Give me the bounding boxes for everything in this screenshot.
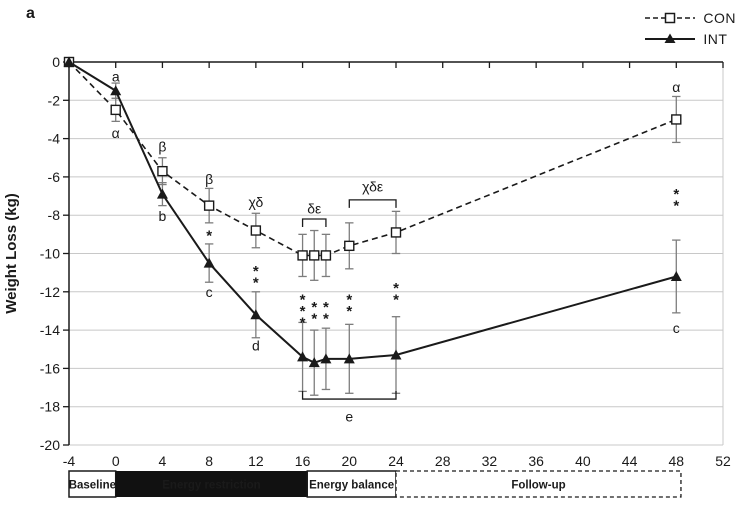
- svg-text:44: 44: [622, 453, 638, 469]
- significance-brackets: [301, 199, 397, 400]
- svg-text:*: *: [300, 292, 306, 309]
- svg-text:Follow-up: Follow-up: [511, 480, 565, 492]
- svg-text:-2: -2: [48, 92, 61, 108]
- svg-text:8: 8: [205, 453, 213, 469]
- svg-text:-14: -14: [40, 322, 60, 338]
- svg-text:*: *: [673, 186, 679, 203]
- gridlines: [69, 62, 724, 446]
- solid-line-filled-triangle-icon: [645, 33, 696, 43]
- svg-text:β: β: [205, 171, 213, 187]
- svg-text:*: *: [311, 311, 317, 328]
- legend-item-con: CON: [644, 10, 736, 26]
- svg-text:-16: -16: [40, 360, 60, 376]
- svg-text:28: 28: [435, 453, 451, 469]
- svg-text:-10: -10: [40, 246, 60, 262]
- markers-int: [63, 56, 682, 368]
- svg-text:52: 52: [715, 453, 731, 469]
- svg-text:0: 0: [52, 54, 60, 70]
- svg-text:16: 16: [295, 453, 311, 469]
- svg-text:-8: -8: [48, 207, 61, 223]
- y-axis-title: Weight Loss (kg): [3, 193, 20, 314]
- svg-text:d: d: [252, 337, 260, 353]
- svg-text:40: 40: [575, 453, 591, 469]
- svg-text:c: c: [673, 320, 680, 336]
- svg-text:-12: -12: [40, 284, 60, 300]
- legend-label-con: CON: [703, 10, 736, 26]
- svg-text:36: 36: [528, 453, 544, 469]
- svg-text:*: *: [300, 315, 306, 332]
- error-bars-con: [111, 95, 681, 281]
- svg-text:*: *: [253, 274, 259, 291]
- svg-text:χδ: χδ: [248, 194, 263, 210]
- svg-text:*: *: [253, 263, 259, 280]
- svg-text:Baseline: Baseline: [69, 480, 116, 492]
- svg-text:δε: δε: [307, 200, 321, 216]
- svg-text:-18: -18: [40, 399, 60, 415]
- svg-text:a: a: [112, 68, 120, 84]
- svg-text:α: α: [112, 125, 120, 141]
- dashed-line-open-square-icon: [645, 12, 696, 24]
- svg-text:α: α: [672, 79, 680, 95]
- svg-text:-4: -4: [63, 453, 76, 469]
- svg-text:β: β: [158, 138, 166, 154]
- y-axis: 0 -2 -4 -6 -8 -10 -12 -14 -16 -18 -20 Weight Loss (…: [3, 54, 70, 453]
- svg-text:Energy restriction: Energy restriction: [162, 480, 260, 492]
- legend-label-int: INT: [703, 31, 728, 47]
- x-axis: -4 0 4 8 12 16 20 24 28 32 36 40 44 48 52: [63, 61, 731, 469]
- svg-text:Energy balance: Energy balance: [309, 480, 394, 492]
- svg-text:*: *: [393, 292, 399, 309]
- svg-text:*: *: [323, 311, 329, 328]
- phase-bar: Baseline Energy restriction Energy balance…: [68, 470, 682, 498]
- svg-text:c: c: [206, 284, 213, 300]
- svg-text:*: *: [393, 280, 399, 297]
- svg-text:-20: -20: [40, 437, 60, 453]
- svg-text:-4: -4: [48, 131, 61, 147]
- svg-text:12: 12: [248, 453, 264, 469]
- svg-text:0: 0: [112, 453, 120, 469]
- svg-text:-6: -6: [48, 169, 61, 185]
- panel-label: a: [26, 5, 35, 22]
- svg-text:e: e: [345, 408, 353, 424]
- svg-text:b: b: [159, 208, 167, 224]
- svg-text:*: *: [673, 198, 679, 215]
- svg-text:*: *: [346, 292, 352, 309]
- svg-text:χδε: χδε: [362, 178, 383, 194]
- svg-text:*: *: [346, 303, 352, 320]
- svg-text:*: *: [323, 299, 329, 316]
- svg-text:4: 4: [159, 453, 167, 469]
- svg-text:*: *: [311, 299, 317, 316]
- legend: CON INT: [644, 10, 736, 47]
- svg-text:20: 20: [341, 453, 357, 469]
- svg-text:32: 32: [482, 453, 498, 469]
- svg-text:*: *: [206, 227, 212, 244]
- svg-text:48: 48: [668, 453, 684, 469]
- line-con: [68, 61, 677, 257]
- legend-item-int: INT: [644, 31, 736, 47]
- svg-text:24: 24: [388, 453, 404, 469]
- markers-con: [63, 56, 682, 261]
- svg-text:*: *: [300, 303, 306, 320]
